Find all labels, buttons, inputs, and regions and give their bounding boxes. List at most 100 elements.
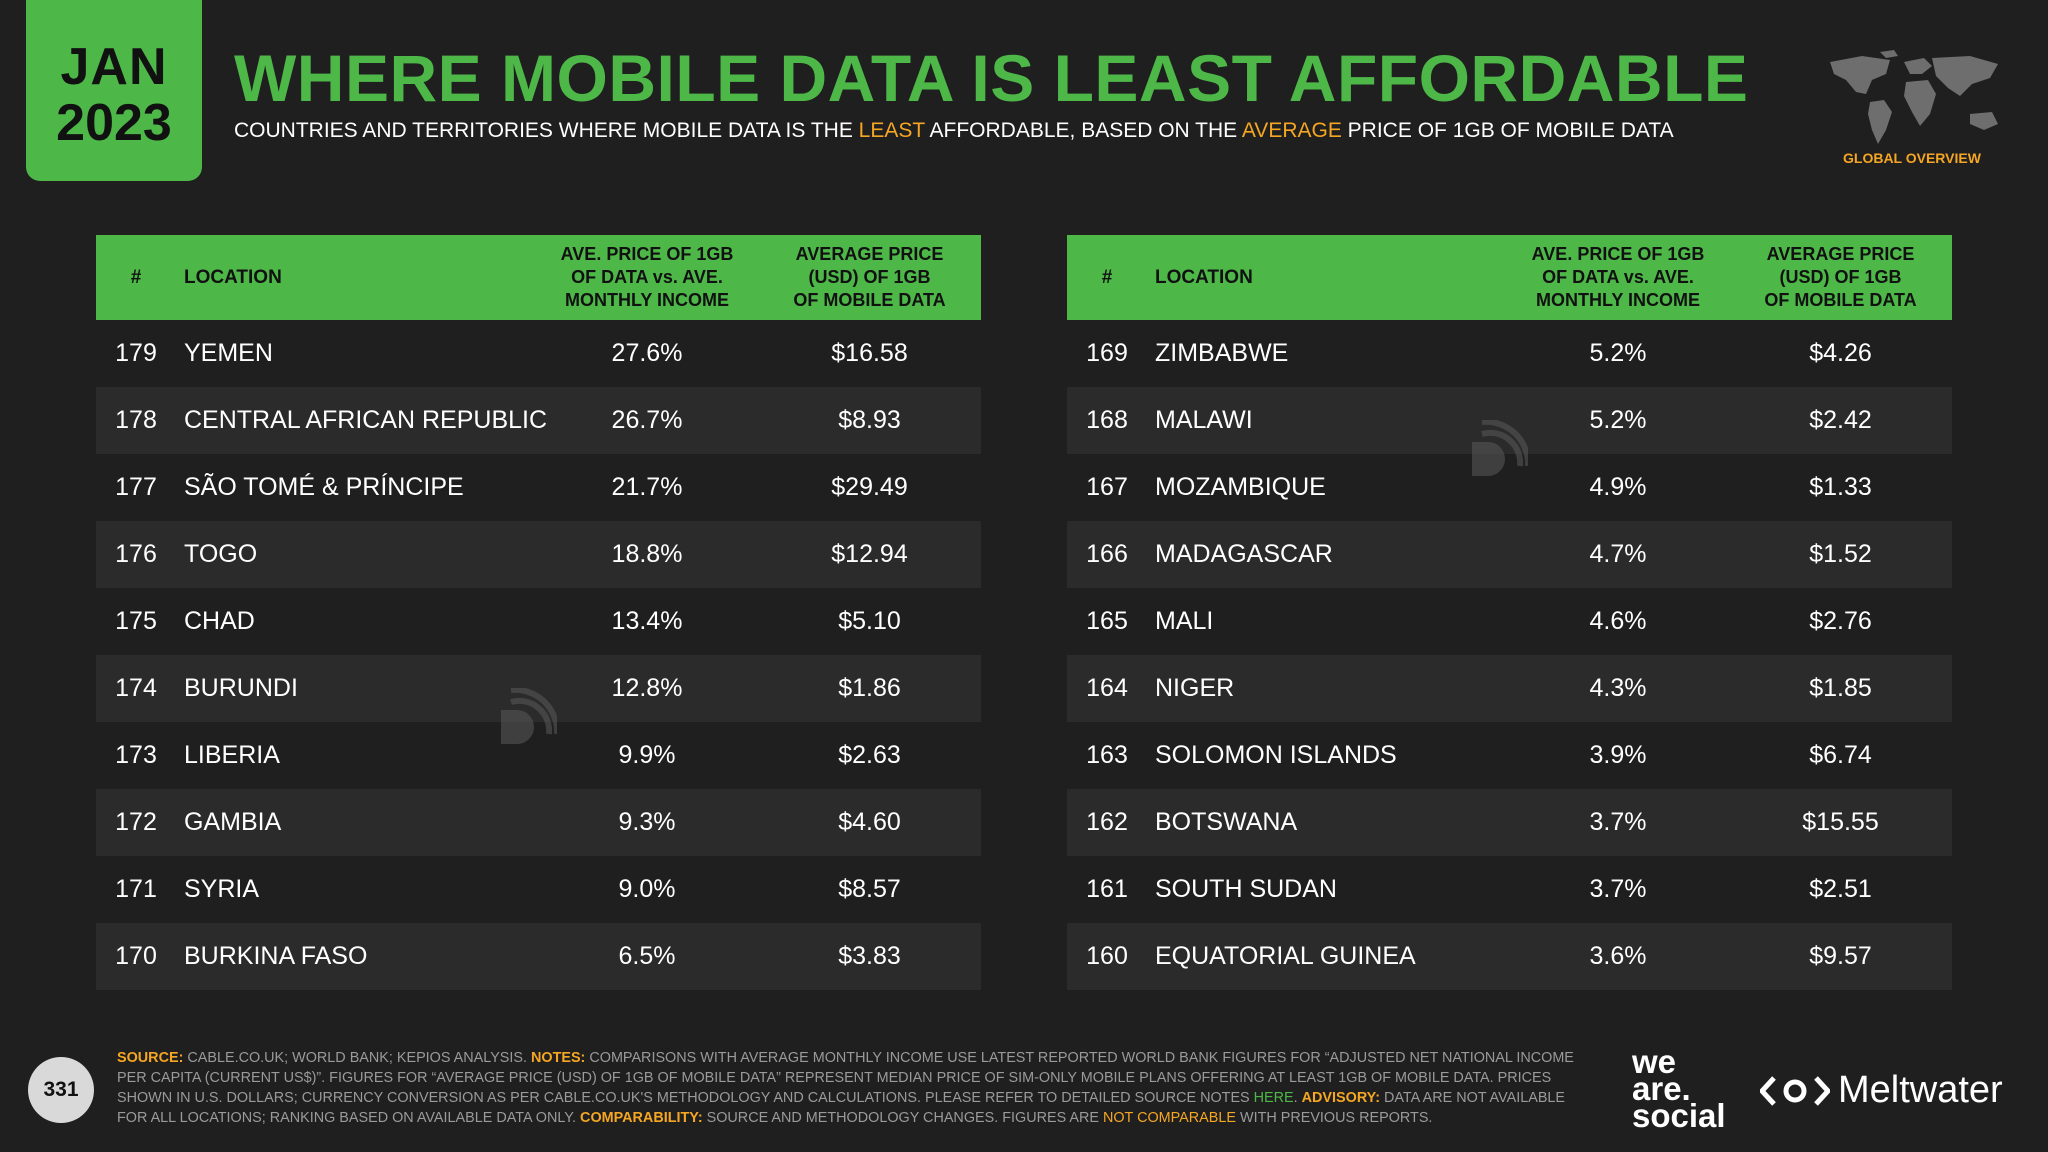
row-ratio: 21.7%: [611, 473, 683, 501]
row-price: $6.74: [1809, 741, 1872, 769]
row-price: $2.76: [1809, 607, 1872, 635]
row-location: SYRIA: [184, 875, 260, 903]
source-notes-link[interactable]: HERE: [1253, 1090, 1294, 1106]
row-location: SOLOMON ISLANDS: [1155, 741, 1397, 769]
table-row: 179 YEMEN 27.6% $16.58: [96, 320, 981, 387]
table-row: 164 NIGER 4.3% $1.85: [1067, 655, 1952, 722]
row-price: $4.60: [838, 808, 901, 836]
row-location: NIGER: [1155, 674, 1235, 702]
row-ratio: 3.9%: [1589, 741, 1647, 769]
table-row: 161 SOUTH SUDAN 3.7% $2.51: [1067, 856, 1952, 923]
row-ratio: 4.9%: [1589, 473, 1647, 501]
we-are-social-logo: we are. social: [1632, 1043, 1726, 1134]
row-price: $15.55: [1802, 808, 1879, 836]
row-rank: 163: [1086, 741, 1128, 769]
row-ratio: 13.4%: [611, 607, 683, 635]
row-rank: 178: [115, 406, 157, 434]
row-rank: 164: [1086, 674, 1128, 702]
row-ratio: 3.6%: [1589, 942, 1647, 970]
row-location: MALAWI: [1155, 406, 1253, 434]
row-location: MADAGASCAR: [1155, 540, 1333, 568]
table-row: 171 SYRIA 9.0% $8.57: [96, 856, 981, 923]
table-row: 165 MALI 4.6% $2.76: [1067, 588, 1952, 655]
row-location: MOZAMBIQUE: [1155, 473, 1326, 501]
header-ratio: AVE. PRICE OF 1GB OF DATA vs. AVE. MONTHLY…: [1531, 244, 1705, 310]
row-price: $2.63: [838, 741, 901, 769]
row-price: $5.10: [838, 607, 901, 635]
row-ratio: 9.3%: [618, 808, 676, 836]
row-price: $1.52: [1809, 540, 1872, 568]
row-rank: 171: [115, 875, 157, 903]
row-location: TOGO: [184, 540, 258, 568]
row-ratio: 27.6%: [611, 339, 683, 367]
table-row: 176 TOGO 18.8% $12.94: [96, 521, 981, 588]
table-row: 162 BOTSWANA 3.7% $15.55: [1067, 789, 1952, 856]
header-rank: #: [130, 266, 142, 288]
row-location: CHAD: [184, 607, 255, 635]
page-number: 331: [28, 1057, 94, 1123]
date-badge: JAN 2023: [26, 0, 202, 181]
world-map-icon: [1830, 50, 1998, 144]
row-ratio: 5.2%: [1589, 339, 1647, 367]
row-ratio: 4.3%: [1589, 674, 1647, 702]
row-price: $1.33: [1809, 473, 1872, 501]
row-location: YEMEN: [184, 339, 273, 367]
left-table-header: # LOCATION AVE. PRICE OF 1GB OF DATA vs. …: [96, 235, 981, 320]
row-rank: 174: [115, 674, 157, 702]
row-rank: 179: [115, 339, 157, 367]
row-location: CENTRAL AFRICAN REPUBLIC: [184, 406, 548, 434]
table-row: 169 ZIMBABWE 5.2% $4.26: [1067, 320, 1952, 387]
row-ratio: 18.8%: [611, 540, 683, 568]
left-table: # LOCATION AVE. PRICE OF 1GB OF DATA vs. …: [96, 235, 981, 990]
header-price: AVERAGE PRICE (USD) OF 1GB OF MOBILE DATA: [793, 244, 946, 310]
datareportal-watermark-icon: [1472, 420, 1528, 476]
row-rank: 173: [115, 741, 157, 769]
table-row: 172 GAMBIA 9.3% $4.60: [96, 789, 981, 856]
source-notes: SOURCE: CABLE.CO.UK; WORLD BANK; KEPIOS …: [117, 1050, 1574, 1126]
row-price: $4.26: [1809, 339, 1872, 367]
header-ratio: AVE. PRICE OF 1GB OF DATA vs. AVE. MONTHLY…: [560, 244, 734, 310]
table-row: 177 SÃO TOMÉ & PRÍNCIPE 21.7% $29.49: [96, 454, 981, 521]
meltwater-logo: Meltwater: [1760, 1069, 2003, 1112]
row-location: BURKINA FASO: [184, 942, 368, 970]
row-ratio: 4.6%: [1589, 607, 1647, 635]
header-location: LOCATION: [1155, 266, 1253, 288]
row-location: SOUTH SUDAN: [1155, 875, 1337, 903]
right-table-header: # LOCATION AVE. PRICE OF 1GB OF DATA vs. …: [1067, 235, 1952, 320]
row-location: EQUATORIAL GUINEA: [1155, 942, 1416, 970]
row-rank: 176: [115, 540, 157, 568]
header-rank: #: [1101, 266, 1113, 288]
table-row: 173 LIBERIA 9.9% $2.63: [96, 722, 981, 789]
row-rank: 167: [1086, 473, 1128, 501]
row-price: $2.42: [1809, 406, 1872, 434]
table-row: 166 MADAGASCAR 4.7% $1.52: [1067, 521, 1952, 588]
row-ratio: 5.2%: [1589, 406, 1647, 434]
row-price: $3.83: [838, 942, 901, 970]
row-location: BOTSWANA: [1155, 808, 1298, 836]
row-ratio: 3.7%: [1589, 808, 1647, 836]
table-row: 170 BURKINA FASO 6.5% $3.83: [96, 923, 981, 990]
table-row: 178 CENTRAL AFRICAN REPUBLIC 26.7% $8.93: [96, 387, 981, 454]
row-rank: 166: [1086, 540, 1128, 568]
row-ratio: 6.5%: [618, 942, 676, 970]
row-location: MALI: [1155, 607, 1214, 635]
row-rank: 161: [1086, 875, 1128, 903]
row-rank: 160: [1086, 942, 1128, 970]
datareportal-watermark-icon: [501, 688, 557, 744]
row-location: BURUNDI: [184, 674, 298, 702]
row-ratio: 26.7%: [611, 406, 683, 434]
meltwater-icon: [1760, 1075, 1830, 1106]
table-row: 163 SOLOMON ISLANDS 3.9% $6.74: [1067, 722, 1952, 789]
table-row: 175 CHAD 13.4% $5.10: [96, 588, 981, 655]
badge-month: JAN: [60, 37, 168, 96]
row-rank: 168: [1086, 406, 1128, 434]
row-ratio: 12.8%: [611, 674, 683, 702]
global-overview-label: GLOBAL OVERVIEW: [1843, 150, 1981, 166]
row-location: LIBERIA: [184, 741, 280, 769]
row-price: $9.57: [1809, 942, 1872, 970]
row-rank: 175: [115, 607, 157, 635]
row-price: $29.49: [831, 473, 908, 501]
row-rank: 172: [115, 808, 157, 836]
row-rank: 170: [115, 942, 157, 970]
row-price: $16.58: [831, 339, 908, 367]
